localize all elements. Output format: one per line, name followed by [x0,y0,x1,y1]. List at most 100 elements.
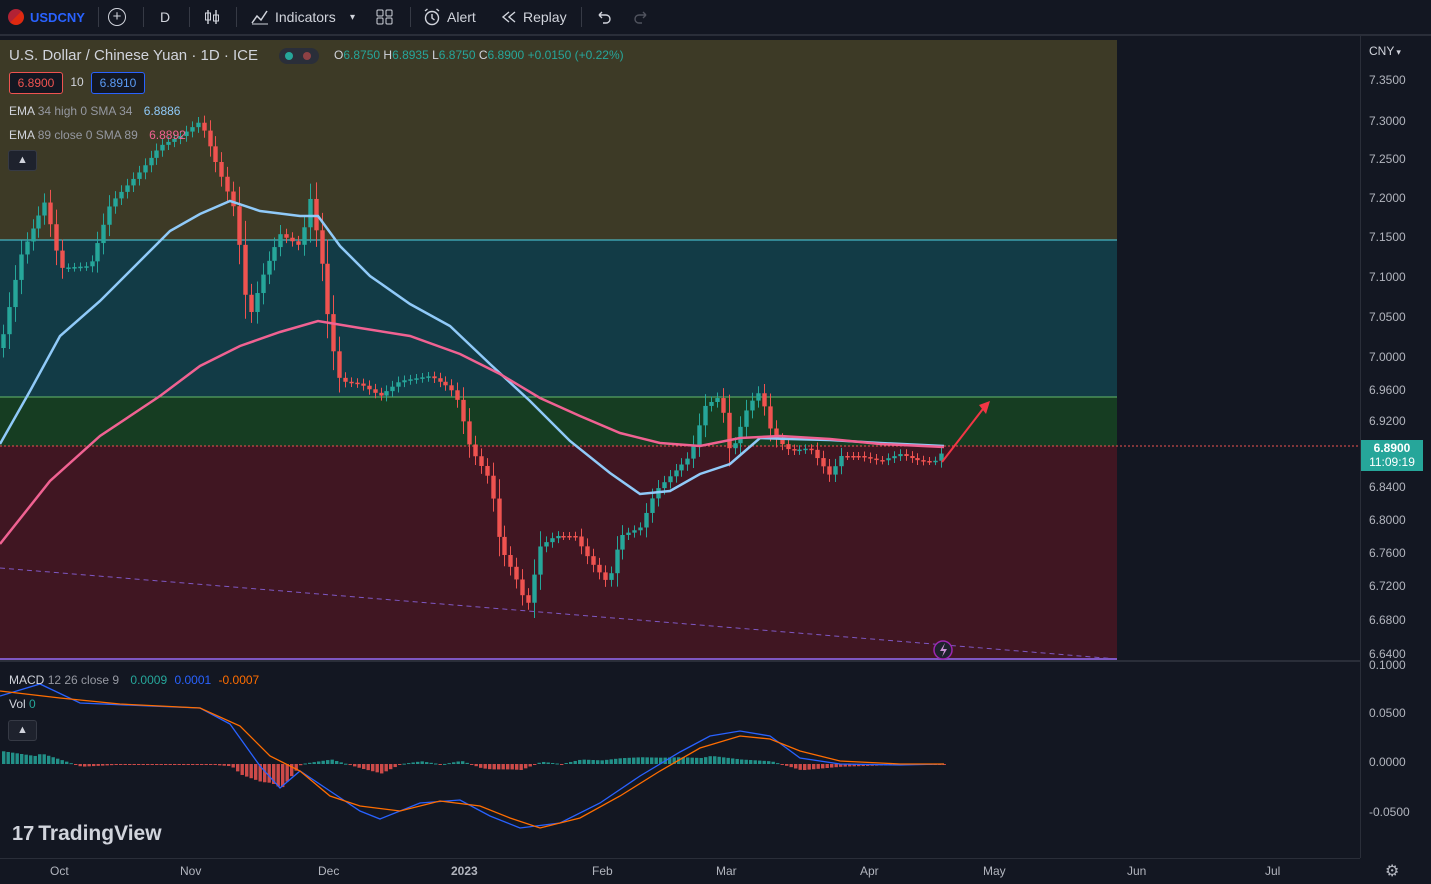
histogram-bar [420,761,424,764]
settings-button[interactable]: ⚙ [1385,861,1399,881]
candle-body [432,376,437,379]
price-scale[interactable]: CNY ▾ 7.3500 7.3000 7.2500 7.2000 7.1500 7.100… [1360,36,1431,858]
histogram-bar [389,764,393,770]
candle-body [520,579,525,596]
histogram-bar [641,757,645,764]
candle-body [880,460,885,462]
ema89-legend[interactable]: EMA 89 close 0 SMA 89 6.8892 [9,128,186,142]
histogram-bar [191,764,195,765]
replay-button[interactable]: Replay [500,0,567,34]
volume-legend[interactable]: Vol 0 [9,697,36,711]
histogram-bar [60,760,64,764]
histogram-bar [488,764,492,770]
indicator-name: Vol [9,697,26,711]
histogram-bar [528,764,532,767]
candle-body [78,266,83,269]
histogram-bar [492,764,496,770]
signal-line [0,690,944,829]
macd-tick: 0.0500 [1369,706,1406,720]
histogram-bar [218,764,222,766]
candle-body [668,476,673,483]
candle-body [255,293,260,312]
histogram-bar [546,762,550,764]
buy-price-box[interactable]: 6.8910 [91,72,145,94]
candle-body [609,573,614,580]
indicators-button[interactable]: Indicators [250,0,336,34]
tradingview-logo-icon: 17 [12,823,35,845]
histogram-bar [497,764,501,770]
candle-body [154,150,159,158]
time-label: Dec [318,864,340,878]
macd-tick: 0.1000 [1369,658,1406,672]
histogram-bar [686,757,690,764]
redo-button[interactable] [632,0,650,34]
candle-body [485,465,490,476]
price-tick: 6.6800 [1369,613,1406,627]
histogram-bar [353,764,357,767]
ema34-legend[interactable]: EMA 34 high 0 SMA 34 6.8886 [9,104,180,118]
divider [236,7,237,27]
undo-button[interactable] [595,0,613,34]
top-toolbar: USDCNY + D Indicators ▾ Alert Replay [0,0,1431,36]
histogram-bar [483,764,487,769]
divider [143,7,144,27]
tradingview-logo[interactable]: 17 TradingView [12,822,162,846]
histogram-bar [794,764,798,769]
candle-body [231,191,236,207]
indicator-value: 6.8892 [149,128,186,142]
flag-icon [8,9,24,25]
chart-type-button[interactable] [203,0,221,34]
histogram-bar [564,762,568,764]
price-tick: 7.1500 [1369,230,1406,244]
price-chart[interactable] [0,36,1360,858]
candle-body [703,405,708,426]
histogram-bar [438,764,442,765]
histogram-bar [200,764,204,765]
candle-body [343,377,348,382]
symbol-search-button[interactable]: USDCNY [8,0,85,34]
time-axis[interactable]: Oct Nov Dec 2023 Feb Mar Apr May Jun Jul [0,858,1360,884]
candle-body [284,234,289,238]
layouts-button[interactable] [375,0,395,34]
market-status-toggle[interactable] [279,48,319,64]
histogram-bar [276,764,280,787]
macd-legend[interactable]: MACD 12 26 close 9 0.0009 0.0001 -0.0007 [9,673,259,687]
collapse-legend-button[interactable]: ▲ [8,150,37,171]
histogram-bar [731,758,735,764]
histogram-bar [263,764,267,783]
candle-body [856,456,861,458]
histogram-bar [942,764,946,765]
compare-button[interactable]: + [108,0,126,34]
candle-body [379,392,384,396]
alert-button[interactable]: Alert [422,0,476,34]
symbol-title[interactable]: U.S. Dollar / Chinese Yuan · 1D · ICE [9,47,258,64]
currency-selector[interactable]: CNY ▾ [1369,44,1401,58]
histogram-bar [290,764,294,777]
histogram-bar [384,764,388,772]
alarm-clock-icon [424,8,440,26]
collapse-pane-button[interactable]: ▲ [8,720,37,741]
candle-body [361,383,366,386]
macd-tick: -0.0500 [1369,805,1410,819]
candle-body [868,457,873,459]
chart-area[interactable] [0,36,1360,858]
macd-histogram [2,751,946,788]
histogram-bar [461,761,465,764]
histogram-bar [249,764,253,779]
histogram-bar [20,754,24,764]
indicators-dropdown-button[interactable]: ▾ [350,0,355,34]
histogram-bar [33,755,37,764]
candle-body [603,572,608,580]
candle-body [815,449,820,459]
candle-body [550,538,555,543]
interval-button[interactable]: D [160,0,170,34]
histogram-bar [24,754,28,764]
indicator-params: 12 26 close 9 [47,673,120,687]
pane-separator[interactable] [0,660,1360,662]
price-tick: 7.0000 [1369,350,1406,364]
candle-body [414,378,419,380]
candle-body [939,453,944,461]
histogram-bar [555,763,559,765]
sell-price-box[interactable]: 6.8900 [9,72,63,94]
histogram-bar [578,759,582,764]
